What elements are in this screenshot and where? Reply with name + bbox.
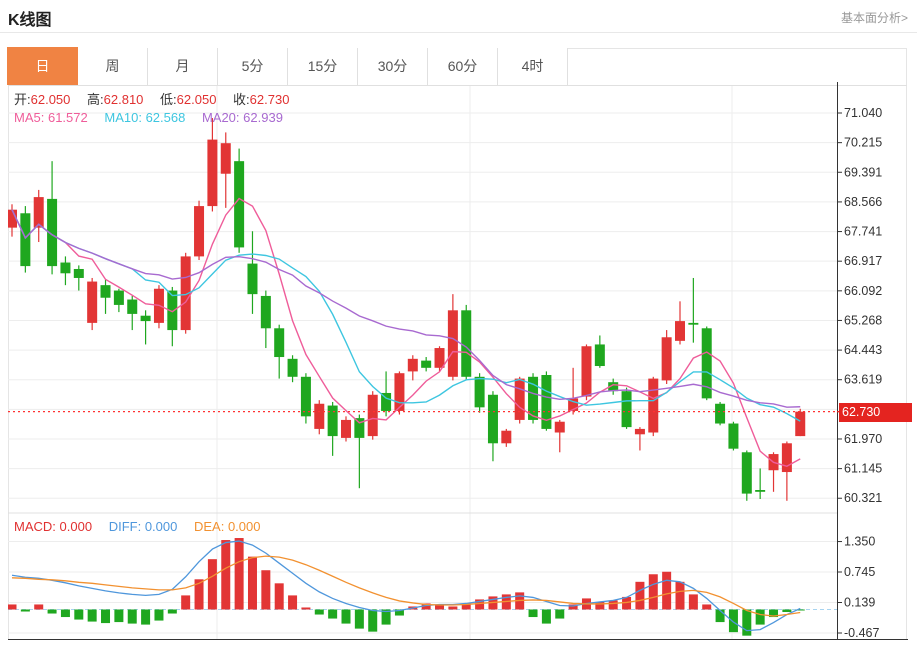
- svg-text:61.970: 61.970: [844, 432, 882, 446]
- dea-label: DEA:: [193, 519, 225, 534]
- high-label: 高:: [87, 92, 104, 107]
- candles: [8, 118, 806, 501]
- tab-month[interactable]: 月: [148, 48, 218, 85]
- tab-5min[interactable]: 5分: [218, 48, 288, 85]
- macd-histogram: [8, 538, 805, 636]
- tab-day[interactable]: 日: [7, 47, 78, 85]
- gridlines: [8, 86, 837, 640]
- tab-week[interactable]: 周: [78, 48, 148, 85]
- ma20-line: [11, 209, 801, 408]
- svg-text:63.619: 63.619: [844, 373, 882, 387]
- macd-value: 0.000: [59, 519, 93, 534]
- ma10-label: MA10:: [104, 110, 142, 125]
- close-value: 62.730: [249, 92, 290, 107]
- y-axis-labels: 71.040 70.215 69.391 68.566 67.741 66.917 66.0…: [837, 106, 882, 640]
- low-value: 62.050: [176, 92, 217, 107]
- svg-text:68.566: 68.566: [844, 195, 882, 209]
- page-title: K线图: [8, 12, 52, 29]
- svg-text:71.040: 71.040: [844, 106, 882, 120]
- period-tabs: 日周月 5分 15分 30分 60分 4时: [7, 47, 907, 86]
- diff-line: [11, 540, 801, 632]
- open-label: 开:: [14, 92, 31, 107]
- svg-text:66.917: 66.917: [844, 254, 882, 268]
- svg-text:0.139: 0.139: [844, 596, 875, 610]
- tab-30min[interactable]: 30分: [358, 48, 428, 85]
- svg-text:61.145: 61.145: [844, 462, 882, 476]
- svg-text:60.321: 60.321: [844, 491, 882, 505]
- macd-bar: MACD: 0.000 DIFF: 0.000 DEA: 0.000: [14, 519, 274, 534]
- diff-label: DIFF:: [108, 519, 142, 534]
- quote-bar: 开:62.050 高:62.810 低:62.050 收:62.730: [14, 89, 302, 108]
- ma5-label: MA5:: [14, 110, 45, 125]
- svg-text:67.741: 67.741: [844, 225, 882, 239]
- dea-line: [11, 555, 801, 617]
- svg-text:1.350: 1.350: [844, 535, 875, 549]
- ma-bar: MA5: 61.572 MA10: 62.568 MA20: 62.939: [14, 110, 296, 125]
- tab-4hour[interactable]: 4时: [498, 48, 568, 85]
- ma20-label: MA20:: [201, 110, 240, 125]
- fundamental-analysis-link[interactable]: 基本面分析>: [840, 11, 908, 25]
- open-value: 62.050: [30, 92, 71, 107]
- high-value: 62.810: [103, 92, 144, 107]
- svg-text:64.443: 64.443: [844, 343, 882, 357]
- macd-label: MACD:: [14, 519, 56, 534]
- diff-value: 0.000: [144, 519, 178, 534]
- close-label: 收:: [233, 92, 250, 107]
- svg-text:65.268: 65.268: [844, 313, 882, 327]
- svg-text:-0.467: -0.467: [844, 626, 879, 640]
- current-price-badge: 62.730: [839, 403, 912, 422]
- dea-value: 0.000: [227, 519, 261, 534]
- svg-text:66.092: 66.092: [844, 284, 882, 298]
- header-divider: [0, 32, 917, 33]
- ma20-value: 62.939: [243, 110, 283, 125]
- tab-60min[interactable]: 60分: [428, 48, 498, 85]
- ma5-value: 61.572: [47, 110, 88, 125]
- svg-text:0.745: 0.745: [844, 565, 875, 579]
- svg-text:70.215: 70.215: [844, 136, 882, 150]
- ma10-line: [11, 209, 801, 422]
- ma10-value: 62.568: [145, 110, 186, 125]
- tab-15min[interactable]: 15分: [288, 48, 358, 85]
- low-label: 低:: [160, 92, 177, 107]
- svg-text:69.391: 69.391: [844, 165, 882, 179]
